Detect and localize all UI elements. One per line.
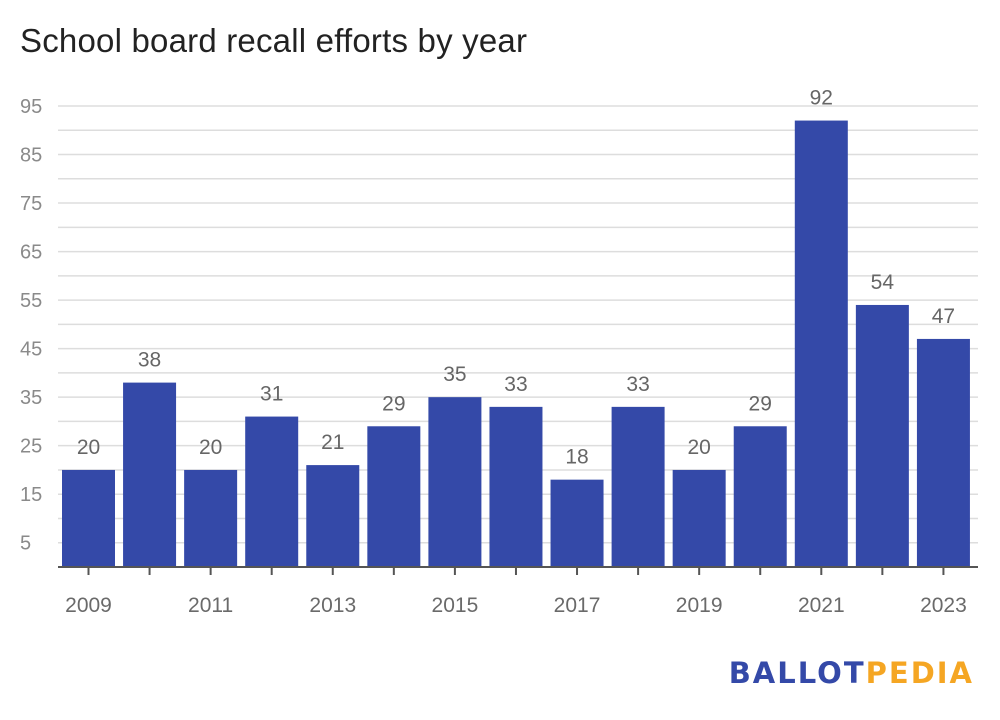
x-tick-label: 2009: [65, 594, 112, 617]
x-tick-label: 2015: [432, 594, 479, 617]
y-tick-label: 55: [20, 290, 42, 312]
bar-2020: [733, 426, 787, 567]
data-label: 20: [687, 436, 710, 459]
x-tick-label: 2017: [554, 594, 601, 617]
y-tick-label: 35: [20, 387, 42, 409]
data-label: 29: [749, 392, 772, 415]
data-label: 38: [138, 349, 161, 372]
bar-2018: [611, 406, 665, 567]
data-label: 29: [382, 392, 405, 415]
chart-title: School board recall efforts by year: [20, 22, 528, 59]
data-label: 33: [504, 373, 527, 396]
logo-text-pedia: PEDIA: [865, 656, 974, 690]
y-tick-label: 95: [20, 96, 42, 118]
x-tick-label: 2011: [188, 594, 233, 617]
x-tick-label: 2021: [798, 594, 845, 617]
data-label: 33: [626, 373, 649, 396]
bar-2011: [184, 469, 238, 567]
data-label: 54: [871, 271, 895, 294]
y-tick-label: 85: [20, 145, 42, 167]
bar-2014: [367, 426, 421, 567]
logo-text-ballot: BALLOT: [728, 656, 866, 690]
data-label: 92: [810, 87, 833, 110]
bar-2017: [550, 479, 604, 567]
data-label: 47: [932, 305, 955, 328]
y-tick-label: 65: [20, 242, 42, 264]
bar-2016: [489, 406, 543, 567]
x-tick-label: 2023: [920, 594, 967, 617]
y-tick-label: 5: [20, 533, 31, 555]
y-tick-label: 45: [20, 339, 42, 361]
ballotpedia-logo: BALLOT PEDIA: [729, 656, 974, 690]
data-label: 21: [321, 431, 344, 454]
bar-2015: [428, 397, 482, 567]
bar-2009: [62, 469, 115, 567]
x-tick-label: 2019: [676, 594, 723, 617]
data-label: 31: [260, 383, 283, 406]
y-tick-label: 25: [20, 436, 42, 458]
y-tick-label: 15: [20, 484, 42, 506]
data-label: 18: [565, 446, 588, 469]
data-label: 35: [443, 363, 466, 386]
bar-2022: [855, 304, 909, 567]
data-label: 20: [77, 436, 100, 459]
y-tick-label: 75: [20, 193, 42, 215]
bar-2012: [245, 416, 299, 567]
x-tick-label: 2013: [309, 594, 356, 617]
bar-2010: [123, 382, 177, 567]
bar-2021: [794, 120, 848, 567]
data-label: 20: [199, 436, 222, 459]
bar-2013: [306, 465, 360, 567]
bar-2019: [672, 469, 726, 567]
bar-2023: [916, 338, 970, 567]
